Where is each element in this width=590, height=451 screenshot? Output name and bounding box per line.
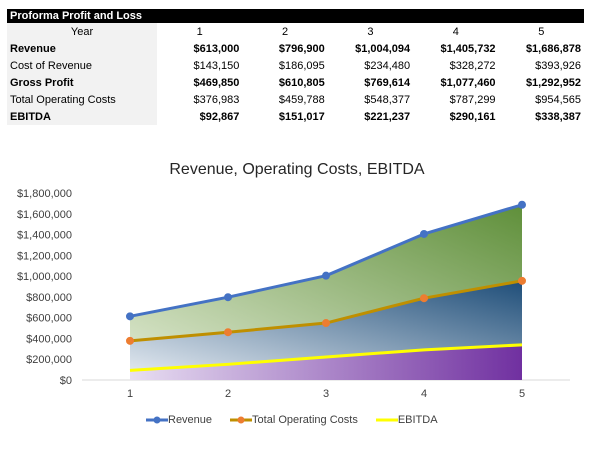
cell-value: $290,161 (449, 110, 496, 123)
cell-value: $328,272 (449, 59, 496, 72)
cell-value: $221,237 (364, 110, 411, 123)
x-tick-label: 4 (421, 388, 427, 400)
row-label: Cost of Revenue (7, 57, 157, 74)
row-label: EBITDA (7, 108, 157, 125)
chart-legend: Revenue Total Operating Costs EBITDA (146, 414, 456, 426)
legend-item-ebitda: EBITDA (375, 414, 438, 426)
x-axis: 1 2 3 4 5 (82, 379, 570, 400)
row-label: Revenue (7, 40, 157, 57)
y-axis: $0 $200,000 $400,000 $600,000 $800,000 $1,000… (17, 188, 72, 387)
chart-title: Revenue, Operating Costs, EBITDA (169, 161, 425, 178)
cell-value: $787,299 (449, 93, 496, 106)
table-row-gross-profit: Gross Profit $469,850 $610,805 $769,614 … (7, 74, 584, 91)
x-tick-label: 1 (127, 388, 133, 400)
cell-value: $548,377 (364, 93, 411, 106)
row-label: Gross Profit (7, 74, 157, 91)
year-3-header: 3 (367, 25, 374, 38)
cell-value: $92,867 (199, 110, 240, 123)
cell-value: $613,000 (193, 42, 240, 55)
legend-swatch-operating-costs (230, 416, 253, 424)
table-title-row: Proforma Profit and Loss (7, 9, 584, 23)
revenue-point (224, 293, 232, 302)
cell-value: $234,480 (364, 59, 411, 72)
year-5-header: 5 (538, 25, 545, 38)
y-tick-label: $200,000 (26, 354, 72, 366)
year-4-header: 4 (452, 25, 459, 38)
y-tick-label: $1,800,000 (17, 188, 72, 200)
x-tick-label: 3 (323, 388, 329, 400)
cell-value: $954,565 (535, 93, 581, 106)
x-tick-label: 5 (519, 388, 525, 400)
ebitda-area (130, 344, 522, 380)
cell-value: $143,150 (193, 59, 240, 72)
y-tick-label: $800,000 (26, 292, 72, 304)
revenue-point (420, 229, 428, 238)
cell-value: $769,614 (364, 76, 411, 89)
area-chart: Revenue, Operating Costs, EBITDA $0 $200,… (17, 161, 570, 400)
cell-value: $1,077,460 (440, 76, 496, 89)
legend-label: Revenue (168, 414, 213, 426)
operating-costs-point (322, 319, 330, 328)
operating-costs-point (518, 276, 526, 285)
legend-swatch-revenue (146, 416, 168, 424)
table-header-row: Year 1 2 3 4 5 (7, 23, 584, 40)
y-tick-label: $1,000,000 (17, 271, 72, 283)
table-row-ebitda: EBITDA $92,867 $151,017 $221,237 $290,16… (7, 108, 584, 125)
year-1-header: 1 (196, 25, 203, 38)
cell-value: $459,788 (278, 93, 325, 106)
legend-swatch-ebitda (375, 418, 398, 422)
operating-costs-point (224, 328, 232, 337)
cell-value: $1,686,878 (525, 42, 581, 55)
cell-value: $393,926 (535, 59, 581, 72)
year-2-header: 2 (282, 25, 289, 38)
legend-label: Total Operating Costs (252, 414, 358, 426)
ebitda-line (129, 343, 523, 372)
operating-costs-point (126, 336, 134, 345)
y-tick-label: $1,200,000 (17, 250, 72, 262)
cell-value: $796,900 (278, 42, 325, 55)
profit-loss-table: Proforma Profit and Loss Year 1 2 3 4 5 … (7, 9, 584, 125)
cell-value: $151,017 (278, 110, 325, 123)
year-header: Year (7, 23, 157, 40)
y-tick-label: $1,600,000 (17, 209, 72, 221)
series-lines (126, 200, 526, 372)
revenue-point (518, 200, 526, 209)
table-row-revenue: Revenue $613,000 $796,900 $1,004,094 $1,… (7, 40, 584, 57)
y-tick-label: $1,400,000 (17, 230, 72, 242)
cell-value: $469,850 (193, 76, 240, 89)
table-row-cost-of-revenue: Cost of Revenue $143,150 $186,095 $234,4… (7, 57, 584, 74)
revenue-point (126, 312, 134, 321)
y-tick-label: $600,000 (26, 313, 72, 325)
y-tick-label: $400,000 (26, 333, 72, 345)
revenue-point (322, 271, 330, 280)
cell-value: $1,004,094 (355, 42, 411, 55)
legend-label: EBITDA (397, 414, 438, 426)
cell-value: $338,387 (535, 110, 581, 123)
cell-value: $1,405,732 (440, 42, 496, 55)
cell-value: $1,292,952 (525, 76, 581, 89)
cell-value: $610,805 (278, 76, 325, 89)
table-title: Proforma Profit and Loss (7, 9, 584, 23)
y-tick-label: $0 (60, 375, 72, 387)
cell-value: $376,983 (193, 93, 240, 106)
legend-item-revenue: Revenue (146, 414, 212, 426)
operating-costs-point (420, 294, 428, 303)
row-label: Total Operating Costs (7, 91, 157, 108)
cell-value: $186,095 (278, 59, 325, 72)
x-tick-label: 2 (225, 388, 231, 400)
legend-item-operating-costs: Total Operating Costs (230, 414, 358, 426)
table-row-operating-costs: Total Operating Costs $376,983 $459,788 … (7, 91, 584, 108)
